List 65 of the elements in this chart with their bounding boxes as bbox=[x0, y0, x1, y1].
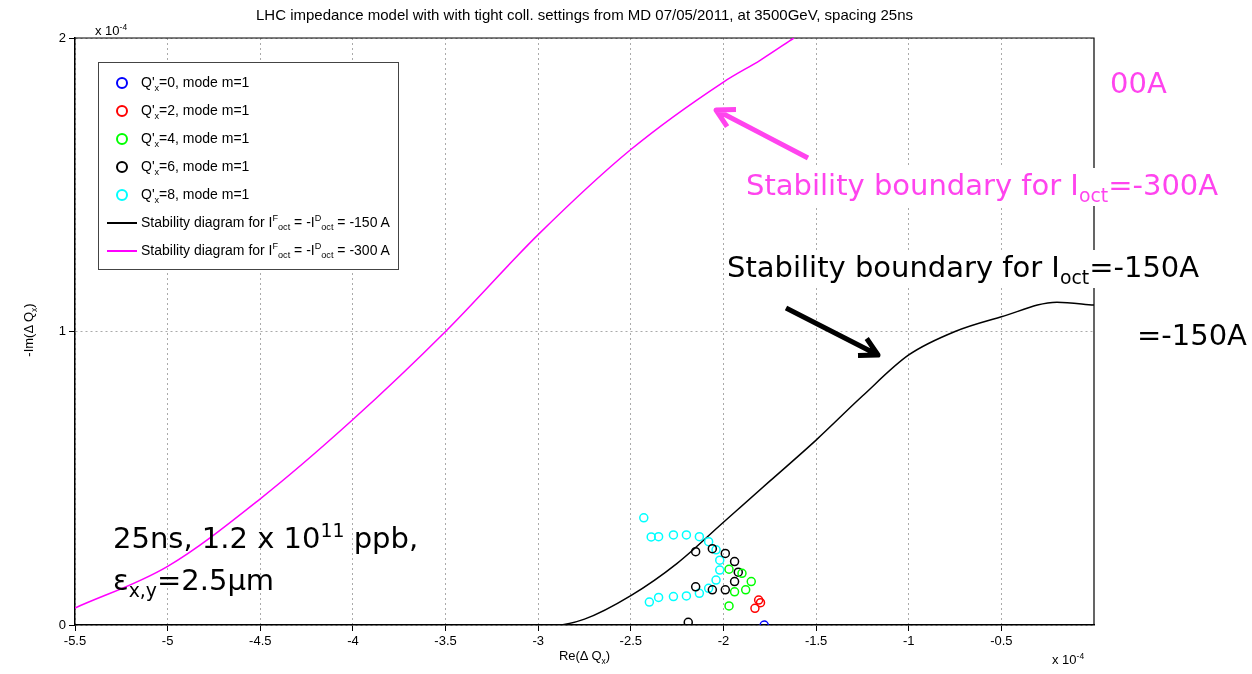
point bbox=[737, 568, 747, 579]
y-tick-label: 0 bbox=[58, 616, 66, 632]
point bbox=[690, 546, 701, 557]
annotation: 25ns, 1.2 x 10$^{11}$ ppb, bbox=[113, 520, 419, 555]
legend-label: Stability diagram for I$^{F}$$_{oct}$ = -I$^{D}$$_{oct}$ = -300 A bbox=[141, 241, 390, 261]
legend-label: Q'$_{x}$=6, mode m=1 bbox=[141, 157, 250, 177]
point bbox=[711, 575, 721, 585]
point bbox=[703, 583, 714, 594]
annotation: x 10$^{-4}$ bbox=[95, 22, 128, 39]
point bbox=[690, 582, 701, 592]
x-tick-label: -0.5 bbox=[990, 633, 1013, 649]
point bbox=[750, 603, 760, 614]
point bbox=[720, 548, 731, 559]
point bbox=[720, 585, 731, 595]
point bbox=[653, 592, 664, 603]
point bbox=[694, 531, 705, 542]
chart-title: LHC impedance model with with tight coll. settings from MD 07/05/2011, at 3500GeV, spacing 25ns bbox=[255, 6, 914, 23]
point bbox=[681, 591, 692, 601]
point bbox=[639, 513, 649, 523]
point bbox=[746, 576, 756, 587]
annotation: ε$_{x,y}$=2.5μm bbox=[113, 563, 275, 601]
x-tick-label: -2.5 bbox=[619, 633, 643, 649]
point bbox=[644, 597, 655, 607]
point bbox=[729, 576, 740, 587]
point bbox=[668, 530, 679, 540]
x-tick-label: -4.5 bbox=[249, 633, 272, 649]
point bbox=[707, 585, 718, 595]
legend-label: Q'$_{x}$=4, mode m=1 bbox=[141, 129, 250, 149]
legend-label: Q'$_{x}$=2, mode m=1 bbox=[141, 101, 250, 121]
text: =-150A bbox=[1137, 318, 1247, 352]
y-tick-label: 1 bbox=[58, 323, 66, 339]
x-tick-label: -2 bbox=[717, 633, 730, 649]
x-tick-label: -3.5 bbox=[434, 633, 457, 649]
point bbox=[740, 585, 751, 595]
legend-label: Q'$_{x}$=8, mode m=1 bbox=[141, 185, 250, 205]
legend-label: Q'$_{x}$=0, mode m=1 bbox=[141, 73, 250, 93]
point bbox=[668, 591, 679, 602]
x-tick-label: -3 bbox=[532, 633, 544, 649]
point bbox=[729, 587, 740, 597]
point bbox=[715, 555, 725, 565]
y-tick-label: 2 bbox=[58, 29, 66, 45]
point bbox=[694, 588, 705, 599]
point bbox=[724, 564, 734, 574]
point bbox=[729, 556, 740, 567]
annotation: Stability boundary for I$_{oct}$=-300A bbox=[746, 168, 1219, 206]
text: 00A bbox=[1110, 66, 1167, 100]
point bbox=[703, 536, 714, 547]
point bbox=[681, 530, 692, 540]
x-tick-label: -1 bbox=[902, 633, 915, 649]
x-tick-label: -5 bbox=[161, 633, 174, 649]
point bbox=[707, 543, 718, 554]
text: x 10$^{-4}$ bbox=[1052, 651, 1085, 668]
point bbox=[715, 565, 725, 575]
point bbox=[683, 617, 693, 625]
x-tick-label: -5.5 bbox=[63, 633, 87, 649]
point bbox=[646, 532, 656, 542]
annotation: Stability boundary for I$_{oct}$=-150A bbox=[727, 250, 1200, 288]
point bbox=[724, 601, 734, 611]
legend-label: Stability diagram for I$^{F}$$_{oct}$ = -I$^{D}$$_{oct}$ = -150 A bbox=[141, 213, 390, 233]
point bbox=[653, 531, 664, 542]
x-tick-label: -1.5 bbox=[804, 633, 828, 649]
x-axis-title: Re(Δ Q$_{x}$) bbox=[558, 648, 611, 666]
point bbox=[733, 567, 744, 577]
x-tick-label: -4 bbox=[347, 633, 359, 649]
point bbox=[711, 545, 721, 555]
